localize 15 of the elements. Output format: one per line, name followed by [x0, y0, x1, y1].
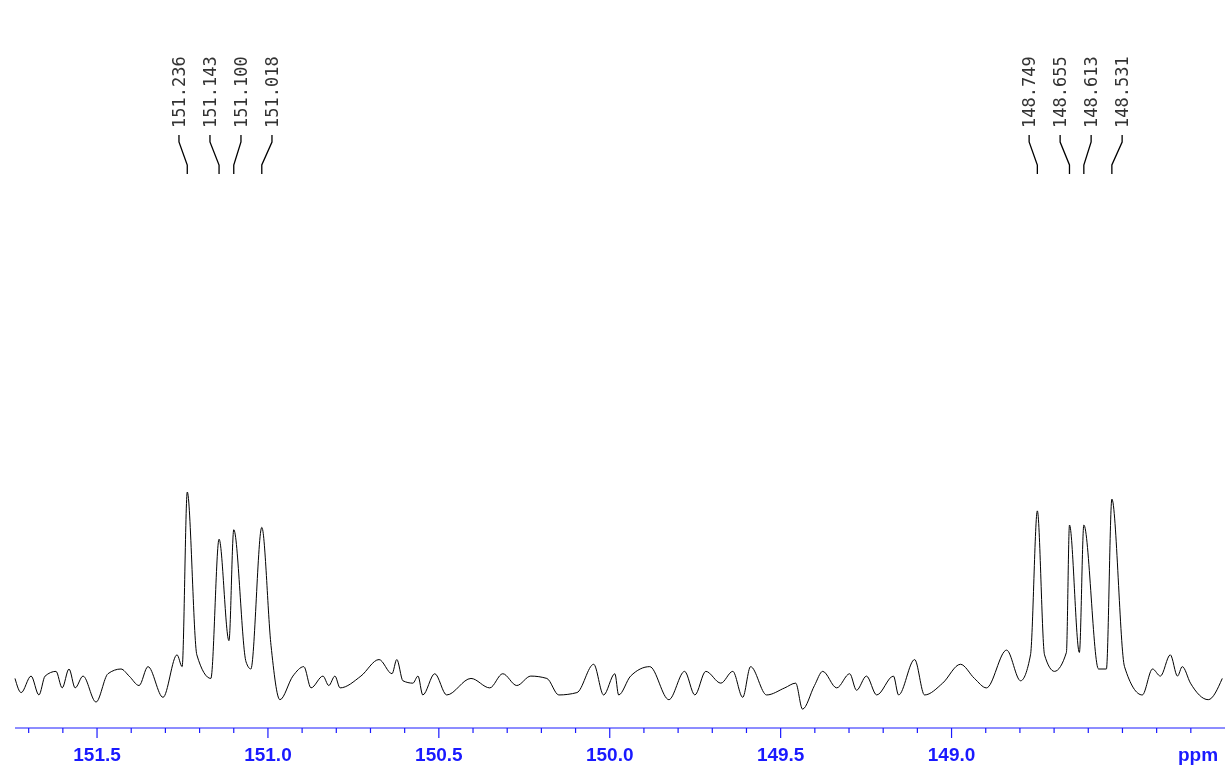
annotation: 151.143 — [199, 56, 220, 128]
x-tick-label: 150.5 — [415, 744, 464, 765]
annotation: 151.236 — [168, 56, 189, 128]
annotation: 148.749 — [1019, 56, 1040, 128]
x-axis-title: ppm — [1177, 744, 1219, 765]
annotation: 151.100 — [230, 56, 251, 128]
annotation: 148.613 — [1081, 56, 1102, 128]
x-tick-label: 149.5 — [756, 744, 805, 765]
x-tick-label: 150.0 — [585, 744, 634, 765]
x-tick-label: 151.5 — [73, 744, 122, 765]
annotation: 151.018 — [261, 56, 282, 128]
x-tick-label: 151.0 — [244, 744, 292, 765]
annotation: 148.655 — [1050, 56, 1071, 128]
x-tick-label: 149.0 — [927, 744, 976, 765]
annotation: 148.531 — [1112, 56, 1133, 128]
